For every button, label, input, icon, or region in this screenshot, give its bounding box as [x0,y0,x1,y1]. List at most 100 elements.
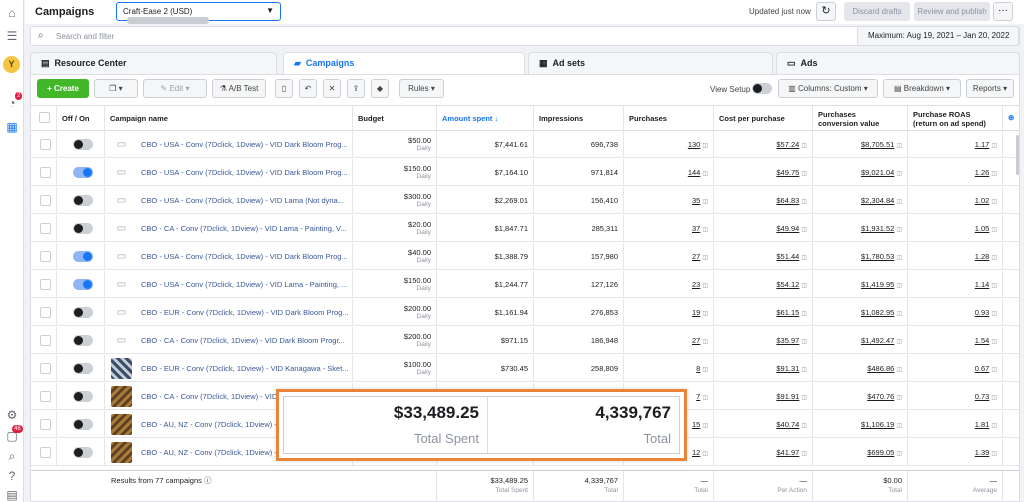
pcv-cell[interactable]: $2,304.84 ◫ [813,187,908,214]
table-row[interactable]: ▭ CBO - USA - Conv (7Dclick, 1Dview) - VI… [31,159,1019,186]
budget-cell[interactable]: $200.00 Daily [353,327,437,354]
reports-dropdown[interactable]: Reports ▾ [966,79,1014,98]
header-campaign-name[interactable]: Campaign name [105,106,353,131]
table-row[interactable]: ▭ CBO - USA - Conv (7Dclick, 1Dview) - VI… [31,271,1019,298]
pcv-cell[interactable]: $1,082.95 ◫ [813,299,908,326]
account-selector[interactable]: Craft-Ease 2 (USD) ▼ [116,2,281,25]
purchases-cell[interactable]: 144 ◫ [624,159,714,186]
scrollbar[interactable] [1016,135,1019,175]
pcv-cell[interactable]: $1,106.19 ◫ [813,411,908,438]
campaigns-grid-icon[interactable]: ▦ [6,120,18,134]
view-setup-toggle[interactable] [752,83,772,94]
purchases-cell[interactable]: 27 ◫ [624,327,714,354]
cpp-cell[interactable]: $49.75 ◫ [714,159,813,186]
cpp-cell[interactable]: $49.94 ◫ [714,215,813,242]
clipboard-button[interactable]: ▯ [275,79,293,98]
ab-test-button[interactable]: ⚗ A/B Test [212,79,266,98]
purchases-cell[interactable]: 27 ◫ [624,243,714,270]
campaign-name-link[interactable]: CBO - AU, NZ - Conv (7Dclick, 1Dview) - … [141,448,298,457]
purchases-cell[interactable]: 130 ◫ [624,131,714,158]
avatar[interactable]: Y [3,56,20,73]
tab-resource-center[interactable]: ▤ Resource Center [30,52,277,74]
header-purchase-roas[interactable]: Purchase ROAS (return on ad spend) [908,106,1003,131]
roas-cell[interactable]: 0.73 ◫ [908,383,1003,410]
date-range-picker[interactable]: Maximum: Aug 19, 2021 – Jan 20, 2022 [857,26,1019,46]
roas-cell[interactable]: 1.14 ◫ [908,271,1003,298]
table-row[interactable]: ▭ CBO - CA - Conv (7Dclick, 1Dview) - VID… [31,215,1019,242]
row-checkbox[interactable] [40,195,51,206]
header-budget[interactable]: Budget [353,106,437,131]
cpp-cell[interactable]: $54.12 ◫ [714,271,813,298]
budget-cell[interactable]: $150.00 Daily [353,271,437,298]
rules-dropdown[interactable]: Rules ▾ [399,79,444,98]
roas-cell[interactable]: 1.54 ◫ [908,327,1003,354]
row-checkbox[interactable] [40,447,51,458]
purchases-cell[interactable]: 37 ◫ [624,215,714,242]
cpp-cell[interactable]: $35.97 ◫ [714,327,813,354]
table-row[interactable]: ▭ CBO - USA - Conv (7Dclick, 1Dview) - VI… [31,243,1019,270]
create-button[interactable]: + Create [37,79,89,98]
roas-cell[interactable]: 1.81 ◫ [908,411,1003,438]
header-amount-spent[interactable]: Amount spent ↓ [437,106,534,131]
row-checkbox[interactable] [40,391,51,402]
cpp-cell[interactable]: $40.74 ◫ [714,411,813,438]
pcv-cell[interactable]: $1,780.53 ◫ [813,243,908,270]
select-all-checkbox[interactable] [39,112,50,123]
roas-cell[interactable]: 1.05 ◫ [908,215,1003,242]
budget-cell[interactable]: $50.00 Daily [353,131,437,158]
header-purchases-conversion-value[interactable]: Purchases conversion value [813,106,908,131]
campaign-toggle[interactable] [73,363,93,374]
discard-drafts-button[interactable]: Discard drafts [844,2,910,21]
purchases-cell[interactable]: 35 ◫ [624,187,714,214]
budget-cell[interactable]: $150.00 Daily [353,159,437,186]
campaign-name-link[interactable]: CBO - EUR - Conv (7Dclick, 1Dview) - VID… [141,364,349,373]
cpp-cell[interactable]: $64.83 ◫ [714,187,813,214]
campaign-name-link[interactable]: CBO - USA - Conv (7Dclick, 1Dview) - VID… [141,196,344,205]
tab-ad-sets[interactable]: ▦ Ad sets [528,52,773,74]
campaign-toggle[interactable] [73,251,93,262]
campaign-toggle[interactable] [73,167,93,178]
campaign-toggle[interactable] [73,447,93,458]
budget-cell[interactable]: $100.00 Daily [353,355,437,382]
row-checkbox[interactable] [40,139,51,150]
campaign-toggle[interactable] [73,279,93,290]
table-row[interactable]: ▭ CBO - USA - Conv (7Dclick, 1Dview) - VI… [31,187,1019,214]
purchases-cell[interactable]: 19 ◫ [624,299,714,326]
row-checkbox[interactable] [40,363,51,374]
roas-cell[interactable]: 1.02 ◫ [908,187,1003,214]
edit-button[interactable]: ✎ Edit ▾ [143,79,207,98]
table-row[interactable]: ▭ CBO - CA - Conv (7Dclick, 1Dview) - VID… [31,327,1019,354]
duplicate-button[interactable]: ❐ ▾ [94,79,138,98]
add-column-icon[interactable]: ⊕ [1008,113,1015,122]
pcv-cell[interactable]: $699.05 ◫ [813,439,908,466]
header-purchases[interactable]: Purchases [624,106,714,131]
row-checkbox[interactable] [40,223,51,234]
search-input[interactable]: Search and filter [56,32,115,41]
review-publish-button[interactable]: Review and publish [914,2,990,21]
campaign-toggle[interactable] [73,391,93,402]
report-icon[interactable]: ▤ [6,488,18,502]
pcv-cell[interactable]: $486.86 ◫ [813,355,908,382]
cpp-cell[interactable]: $57.24 ◫ [714,131,813,158]
row-checkbox[interactable] [40,167,51,178]
search-icon[interactable]: ⌕ [8,449,16,463]
tab-ads[interactable]: ▭ Ads [776,52,1020,74]
tag-button[interactable]: ◆ [371,79,389,98]
home-icon[interactable]: ⌂ [8,6,16,20]
campaign-name-link[interactable]: CBO - AU, NZ - Conv (7Dclick, 1Dview) - … [141,420,298,429]
campaign-name-link[interactable]: CBO - CA - Conv (7Dclick, 1Dview) - VID … [141,336,345,345]
purchases-cell[interactable]: 8 ◫ [624,355,714,382]
refresh-button[interactable]: ↻ [816,2,836,21]
purchases-cell[interactable]: 12 ◫ [624,439,714,466]
row-checkbox[interactable] [40,251,51,262]
table-row[interactable]: CBO - AU, NZ - Conv (7Dclick, 1Dview) - … [31,439,1019,466]
row-checkbox[interactable] [40,307,51,318]
speedometer-icon[interactable]: ◔ [8,96,16,110]
budget-cell[interactable]: $200.00 Daily [353,299,437,326]
table-row[interactable]: CBO - EUR - Conv (7Dclick, 1Dview) - VID… [31,355,1019,382]
gear-icon[interactable]: ⚙ [6,408,18,422]
menu-icon[interactable]: ☰ [6,29,18,43]
cpp-cell[interactable]: $41.97 ◫ [714,439,813,466]
campaign-toggle[interactable] [73,195,93,206]
columns-dropdown[interactable]: ▥ Columns: Custom ▾ [778,79,878,98]
